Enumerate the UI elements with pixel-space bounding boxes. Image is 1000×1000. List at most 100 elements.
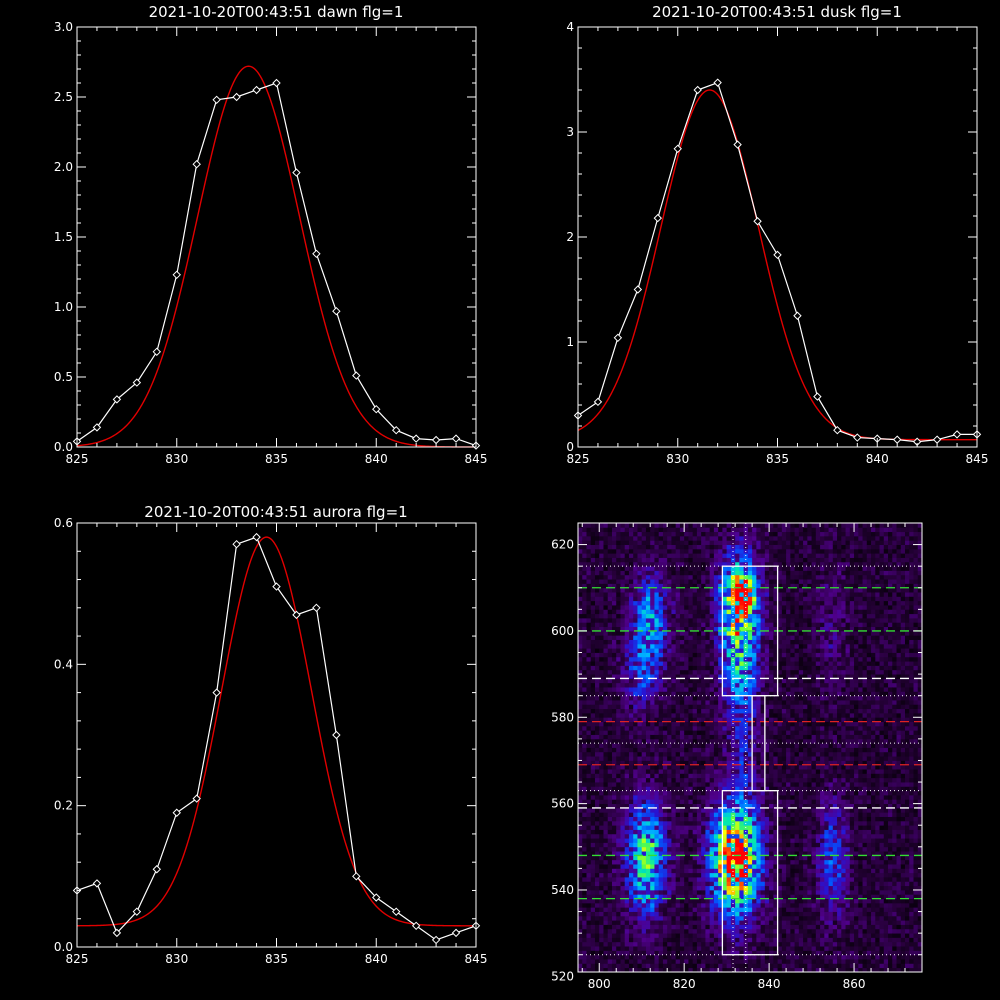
image-pixel [582,786,587,792]
image-pixel [709,769,715,774]
image-pixel [654,889,660,895]
image-pixel [730,570,736,576]
image-pixel [743,544,749,550]
image-pixel [603,548,609,554]
image-pixel [586,864,592,869]
image-pixel [582,553,587,558]
image-pixel [705,807,711,813]
image-pixel [645,639,651,645]
image-pixel [590,864,596,869]
image-pixel [756,579,762,584]
image-pixel [675,691,681,697]
image-pixel [705,881,711,887]
image-pixel [620,782,626,787]
image-pixel [705,695,711,701]
data-point [813,392,822,401]
image-pixel [696,743,702,748]
image-pixel [730,544,736,550]
image-pixel [658,570,664,576]
image-pixel [671,600,677,606]
x-tick-label: 840 [365,952,388,966]
image-pixel [654,721,660,727]
data-point [192,794,201,803]
image-pixel [756,924,762,930]
image-pixel [586,617,592,623]
image-pixel [637,782,643,787]
image-pixel [722,915,728,921]
image-pixel [628,803,634,809]
image-pixel [739,609,745,615]
image-pixel [607,553,613,558]
image-pixel [637,596,643,602]
image-pixel [641,790,647,796]
image-pixel [650,946,655,951]
image-pixel [705,954,711,960]
image-pixel [730,630,736,636]
image-pixel [667,635,672,640]
image-pixel [599,738,604,744]
image-pixel [739,531,745,537]
image-pixel [713,924,719,930]
image-pixel [735,877,740,882]
image-pixel [641,656,647,662]
image-pixel [658,756,664,761]
image-pixel [607,756,613,761]
image-pixel [743,523,749,528]
image-pixel [752,609,757,615]
image-pixel [705,544,711,550]
image-pixel [620,669,626,675]
image-pixel [760,915,766,921]
image-pixel [658,622,664,628]
image-pixel [722,777,728,783]
image-pixel [586,661,592,666]
image-pixel [633,626,638,632]
image-pixel [709,635,715,640]
image-pixel [616,665,621,671]
image-pixel [603,665,609,671]
image-pixel [671,933,677,938]
image-pixel [624,790,630,796]
image-pixel [675,635,681,640]
image-pixel [679,838,685,843]
image-pixel [688,885,694,891]
image-pixel [739,894,745,900]
image-pixel [684,941,689,947]
image-pixel [667,544,672,550]
image-pixel [739,782,745,787]
image-pixel [578,700,583,705]
image-pixel [590,648,596,653]
image-pixel [692,605,698,610]
image-pixel [679,656,685,662]
image-pixel [696,674,702,679]
image-pixel [671,592,677,597]
image-pixel [684,751,689,757]
image-pixel [633,617,638,623]
image-pixel [696,566,702,571]
image-pixel [633,833,638,839]
image-pixel [752,954,757,960]
image-pixel [713,855,719,861]
image-pixel [603,889,609,895]
image-pixel [709,928,715,934]
image-pixel [692,911,698,917]
image-pixel [718,570,723,576]
image-pixel [743,743,749,748]
image-pixel [743,725,749,731]
image-pixel [726,933,732,938]
image-pixel [684,704,689,710]
image-pixel [701,617,706,623]
image-pixel [735,544,740,550]
image-pixel [713,687,719,692]
image-pixel [611,816,617,822]
image-pixel [599,630,604,636]
image-pixel [620,889,626,895]
image-pixel [594,825,600,830]
image-pixel [760,820,766,826]
image-pixel [692,656,698,662]
image-pixel [658,820,664,826]
image-pixel [620,725,626,731]
image-pixel [760,769,766,774]
image-pixel [667,665,672,671]
image-pixel [654,674,660,679]
image-pixel [747,877,753,882]
